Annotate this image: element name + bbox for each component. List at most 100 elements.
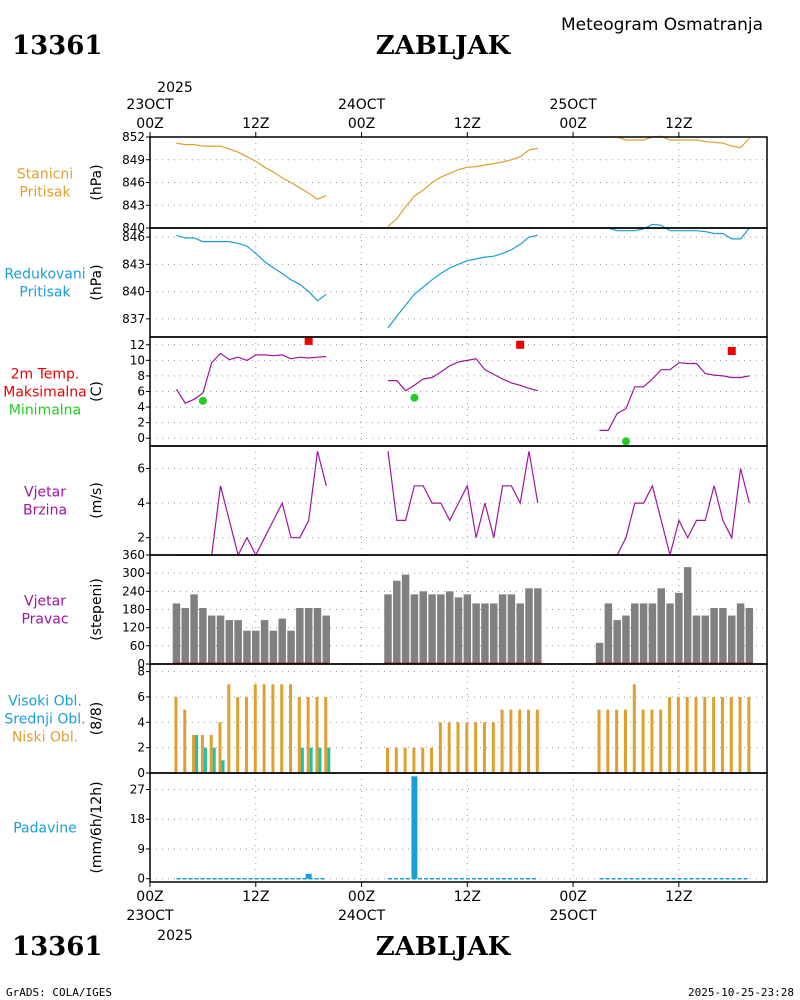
temperature-ytick-label: 8 [137, 369, 145, 383]
low-cloud-bar [174, 696, 178, 773]
wind-dir-bar [692, 615, 701, 664]
wind-dir-bar [287, 630, 295, 664]
wind-dir-bar [490, 603, 498, 664]
wind-dir-bar [604, 603, 613, 664]
low-cloud-bar [218, 722, 222, 773]
top-hour-label: 12Z [665, 116, 692, 132]
low-cloud-bar [659, 709, 663, 773]
wind-dir-bar [243, 630, 251, 664]
low-cloud-bar [632, 684, 636, 773]
wind-dir-bar [454, 597, 463, 664]
wind-dir-bar [401, 574, 410, 664]
precip-ytick-label: 9 [137, 842, 145, 856]
tmin-marker [621, 437, 630, 446]
low-cloud-bar [262, 684, 266, 773]
low-cloud-bar [324, 696, 328, 773]
station-name-bottom: ZABLJAK [376, 932, 512, 962]
wind_dir-label-1: Vjetar [24, 594, 66, 610]
low-cloud-bar [438, 722, 442, 773]
precip-ytick-label: 18 [130, 812, 145, 826]
station_pressure-label-2: Pritisak [19, 185, 71, 201]
station_pressure-ytick-label: 843 [122, 198, 145, 212]
temperature-series-line [388, 358, 538, 392]
reduced_pressure-panel: 837 840 843 846 [122, 223, 767, 337]
low-cloud-bar [447, 722, 451, 773]
clouds-label-2: Srednji Obl. [4, 712, 85, 728]
low-cloud-bar [421, 747, 425, 773]
wind_speed-series-line [387, 451, 539, 538]
precip-ytick-label: 0 [137, 872, 145, 886]
wind-dir-bar [269, 630, 278, 664]
precip-unit-label: (mm/6h/12h) [89, 781, 105, 873]
bottom-date-label: 23OCT [126, 908, 174, 924]
wind_speed-ytick-label: 4 [137, 496, 145, 510]
clouds-ytick-label: 6 [137, 690, 145, 704]
wind-dir-bar [181, 607, 190, 664]
wind-dir-bar [534, 588, 542, 664]
low-cloud-bar [271, 684, 275, 773]
station_pressure-series-line [387, 147, 538, 227]
wind-dir-bar [437, 594, 445, 664]
mid-cloud-bar [318, 747, 322, 773]
wind_speed-panel: 2 4 6 [137, 446, 767, 557]
clouds-unit-label: (8/8) [89, 702, 105, 735]
wind-dir-bar [710, 607, 718, 664]
wind_dir-ytick-label: 60 [130, 639, 145, 653]
precip-frame [149, 772, 768, 883]
mid-cloud-bar [327, 747, 331, 773]
reduced_pressure-series-line [176, 234, 327, 302]
low-cloud-bar [491, 722, 495, 773]
wind-dir-bar [445, 591, 454, 664]
wind_speed-label-2: Brzina [23, 503, 67, 519]
wind-dir-bar [304, 607, 313, 664]
wind-dir-bar [648, 603, 657, 664]
wind-dir-bar [525, 588, 533, 664]
wind-dir-bar [410, 594, 419, 664]
temperature-series-line [599, 362, 750, 431]
reduced_pressure-ytick-label: 846 [122, 230, 145, 244]
wind_dir-ytick-label: 120 [122, 621, 145, 635]
station-name-top: ZABLJAK [376, 31, 512, 61]
wind-dir-bar [428, 594, 436, 664]
low-cloud-bar [474, 722, 478, 773]
wind-dir-bar [393, 580, 401, 664]
low-cloud-bar [606, 709, 610, 773]
clouds-ytick-label: 4 [137, 715, 145, 729]
top-time-axis: 2025 23OCT 00Z 12Z 24OCT 00Z 12Z 25OCT 00Z 12Z [126, 80, 692, 132]
low-cloud-bar [676, 696, 680, 773]
wind-dir-bar [675, 592, 683, 664]
temperature-ytick-label: 6 [137, 385, 145, 399]
wind-dir-bar [252, 630, 260, 664]
low-cloud-bar [306, 696, 310, 773]
reduced_pressure-ytick-label: 843 [122, 257, 145, 271]
low-cloud-bar [289, 684, 293, 773]
station_pressure-panel: 840 843 846 849 852 [122, 130, 767, 235]
wind-dir-bar [472, 603, 480, 664]
tmin-marker [410, 393, 419, 402]
mid-cloud-bar [212, 747, 216, 773]
top-date-label: 24OCT [338, 97, 386, 113]
top-date-label: 23OCT [126, 97, 174, 113]
reduced_pressure-label-2: Pritisak [19, 285, 71, 301]
low-cloud-bar [712, 696, 716, 773]
timestamp-text: 2025-10-25-23:28 [688, 986, 794, 999]
reduced_pressure-unit-label: (hPa) [89, 264, 105, 300]
low-cloud-bar [465, 722, 469, 773]
wind-dir-bar [296, 607, 304, 664]
tmax-marker [304, 336, 313, 345]
low-cloud-bar [236, 696, 240, 773]
wind-dir-bar [207, 615, 216, 664]
wind-dir-bar [507, 594, 516, 664]
temperature-ytick-label: 2 [137, 416, 145, 430]
temperature-label-2: Maksimalna [3, 385, 87, 401]
top-year-label: 2025 [157, 80, 193, 96]
credit-text: GrADS: COLA/IGES [6, 986, 112, 999]
reduced_pressure-series-line [387, 234, 538, 329]
tmax-marker [516, 340, 525, 349]
station_pressure-frame [149, 136, 768, 229]
reduced_pressure-ytick-label: 840 [122, 285, 145, 299]
temperature-unit-label: (C) [89, 381, 105, 402]
wind-dir-bar [172, 603, 181, 664]
low-cloud-bar [720, 696, 724, 773]
temperature-series-line [175, 352, 327, 404]
